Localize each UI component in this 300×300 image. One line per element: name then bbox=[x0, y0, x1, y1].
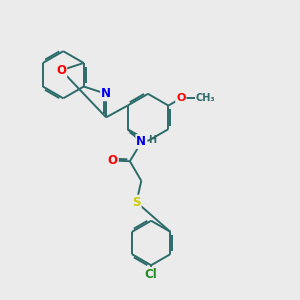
Text: N: N bbox=[101, 87, 111, 100]
Text: H: H bbox=[148, 135, 156, 145]
Text: N: N bbox=[136, 135, 146, 148]
Text: Cl: Cl bbox=[145, 268, 158, 281]
Text: O: O bbox=[56, 64, 66, 77]
Text: O: O bbox=[108, 154, 118, 167]
Text: O: O bbox=[176, 93, 185, 103]
Text: S: S bbox=[132, 196, 141, 208]
Text: CH₃: CH₃ bbox=[196, 93, 215, 103]
